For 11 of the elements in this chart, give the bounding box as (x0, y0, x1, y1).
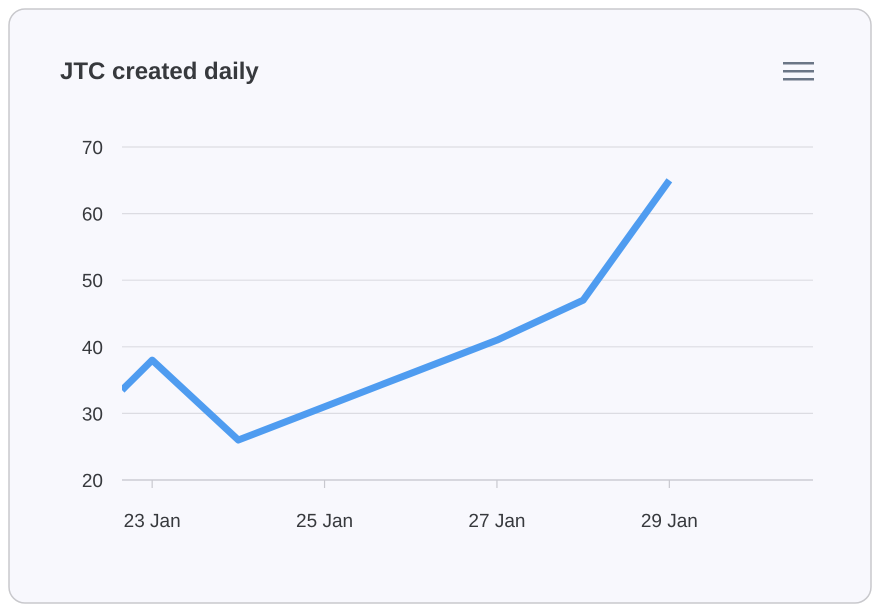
y-tick-label: 20 (82, 471, 103, 492)
y-tick-label: 60 (82, 204, 103, 226)
x-tick-label: 29 Jan (640, 511, 698, 532)
y-tick-label: 30 (82, 404, 103, 426)
y-tick-label: 70 (82, 138, 103, 159)
x-tick-label: 23 Jan (124, 511, 181, 532)
x-tick-label: 25 Jan (296, 511, 354, 532)
x-tick-label: 27 Jan (468, 511, 526, 532)
y-tick-label: 40 (82, 338, 103, 359)
y-tick-label: 50 (82, 271, 103, 292)
chart-title: JTC created daily (60, 58, 260, 85)
